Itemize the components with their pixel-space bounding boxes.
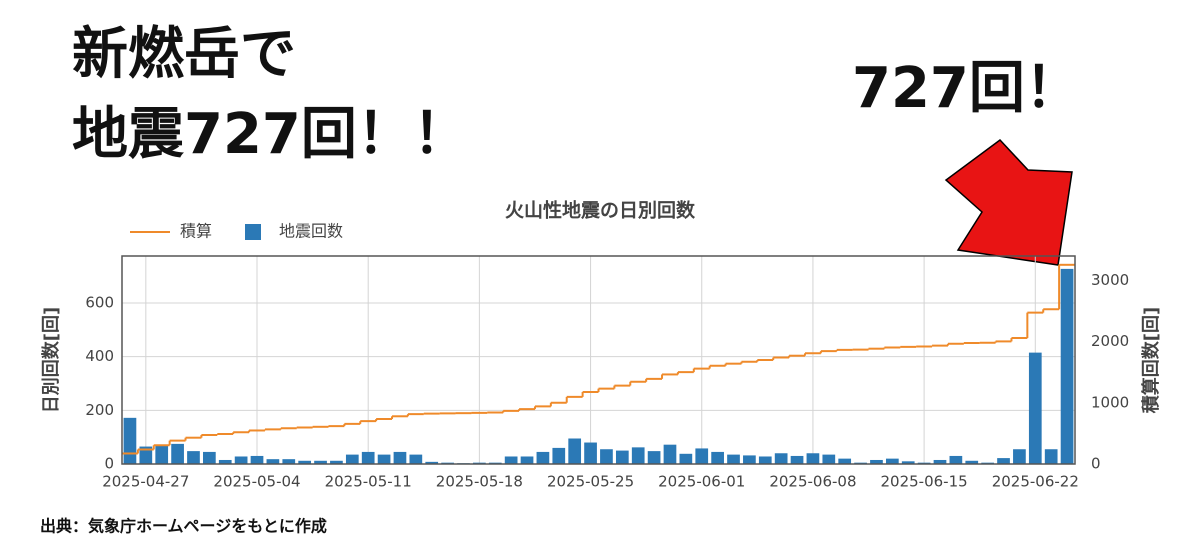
arrow — [944, 138, 1073, 266]
y-tick-label: 0 — [104, 455, 114, 473]
bar — [330, 460, 343, 464]
bar — [870, 459, 883, 464]
chart-title: 火山性地震の日別回数 — [505, 199, 696, 222]
bar — [949, 455, 963, 464]
bar — [520, 456, 534, 464]
bar — [298, 460, 312, 464]
bar — [997, 458, 1010, 464]
bar — [409, 454, 423, 464]
bar — [282, 459, 296, 464]
bar — [743, 455, 756, 464]
bar — [965, 460, 979, 464]
legend-label: 地震回数 — [279, 222, 343, 241]
bar — [155, 445, 169, 464]
legend-label: 積算 — [180, 222, 212, 241]
bar — [504, 456, 518, 464]
bar — [901, 461, 915, 464]
x-tick-label: 2025-05-04 — [213, 473, 300, 491]
source-note: 出典：気象庁ホームページをもとに作成 — [40, 517, 327, 536]
bar — [663, 444, 677, 464]
y-tick-label: 600 — [85, 293, 114, 311]
y2-tick-label: 3000 — [1091, 271, 1129, 289]
bar — [615, 450, 629, 464]
plot: 0 200 400 600 0 1000 2000 3000 2025-04-27 2025-05… — [85, 222, 1129, 491]
legend-swatch — [245, 224, 261, 240]
bar — [345, 454, 359, 464]
x-tick-label: 2025-05-18 — [436, 473, 523, 491]
bar — [774, 453, 788, 464]
bar — [123, 417, 137, 464]
bar — [1028, 352, 1042, 464]
bar — [711, 451, 724, 464]
bar — [790, 455, 804, 464]
bar — [552, 447, 566, 464]
bar — [933, 459, 947, 464]
bar — [1044, 449, 1058, 464]
y2-tick-label: 1000 — [1091, 393, 1129, 411]
bar — [361, 451, 375, 464]
plot-border — [121, 255, 1076, 465]
bar — [234, 456, 248, 464]
bar — [838, 458, 852, 464]
bar — [203, 451, 216, 464]
bar — [171, 443, 184, 464]
bar — [218, 459, 232, 464]
x-tick-label: 2025-06-01 — [658, 473, 745, 491]
bar — [139, 446, 153, 464]
bar — [727, 454, 740, 464]
x-tick-label: 2025-06-22 — [992, 473, 1079, 491]
x-tick-label: 2025-05-11 — [325, 473, 412, 491]
headline-line: 地震727回！！ — [72, 102, 469, 167]
bar — [885, 458, 899, 464]
bar — [266, 459, 280, 464]
y2-tick-label: 0 — [1091, 455, 1101, 473]
bar — [377, 454, 391, 464]
bar — [393, 451, 407, 464]
callout: 727回！ — [852, 56, 1081, 121]
headline-line: 新燃岳で — [72, 22, 296, 87]
bar — [822, 454, 836, 464]
bar — [758, 456, 772, 464]
bar — [1060, 268, 1074, 464]
bar — [1013, 449, 1026, 464]
bar — [536, 451, 550, 464]
bar — [600, 449, 613, 464]
x-tick-label: 2025-04-27 — [102, 473, 189, 491]
bar — [187, 451, 200, 464]
x-tick-label: 2025-05-25 — [547, 473, 634, 491]
x-tick-label: 2025-06-08 — [769, 473, 856, 491]
y-tick-label: 200 — [85, 401, 114, 419]
y-tick-label: 400 — [85, 347, 114, 365]
y2-tick-label: 2000 — [1091, 332, 1129, 350]
x-tick-label: 2025-06-15 — [881, 473, 968, 491]
y2-axis-title: 積算回数[回] — [1140, 307, 1162, 414]
bar — [806, 453, 820, 464]
bar — [250, 455, 264, 464]
bar — [695, 448, 709, 464]
bar — [584, 442, 597, 464]
y-axis-title: 日別回数[回] — [40, 307, 62, 413]
bar — [314, 460, 327, 464]
bar — [647, 451, 661, 464]
bar — [425, 461, 439, 464]
bar — [568, 438, 582, 464]
bar — [679, 453, 693, 464]
bar — [631, 447, 645, 464]
